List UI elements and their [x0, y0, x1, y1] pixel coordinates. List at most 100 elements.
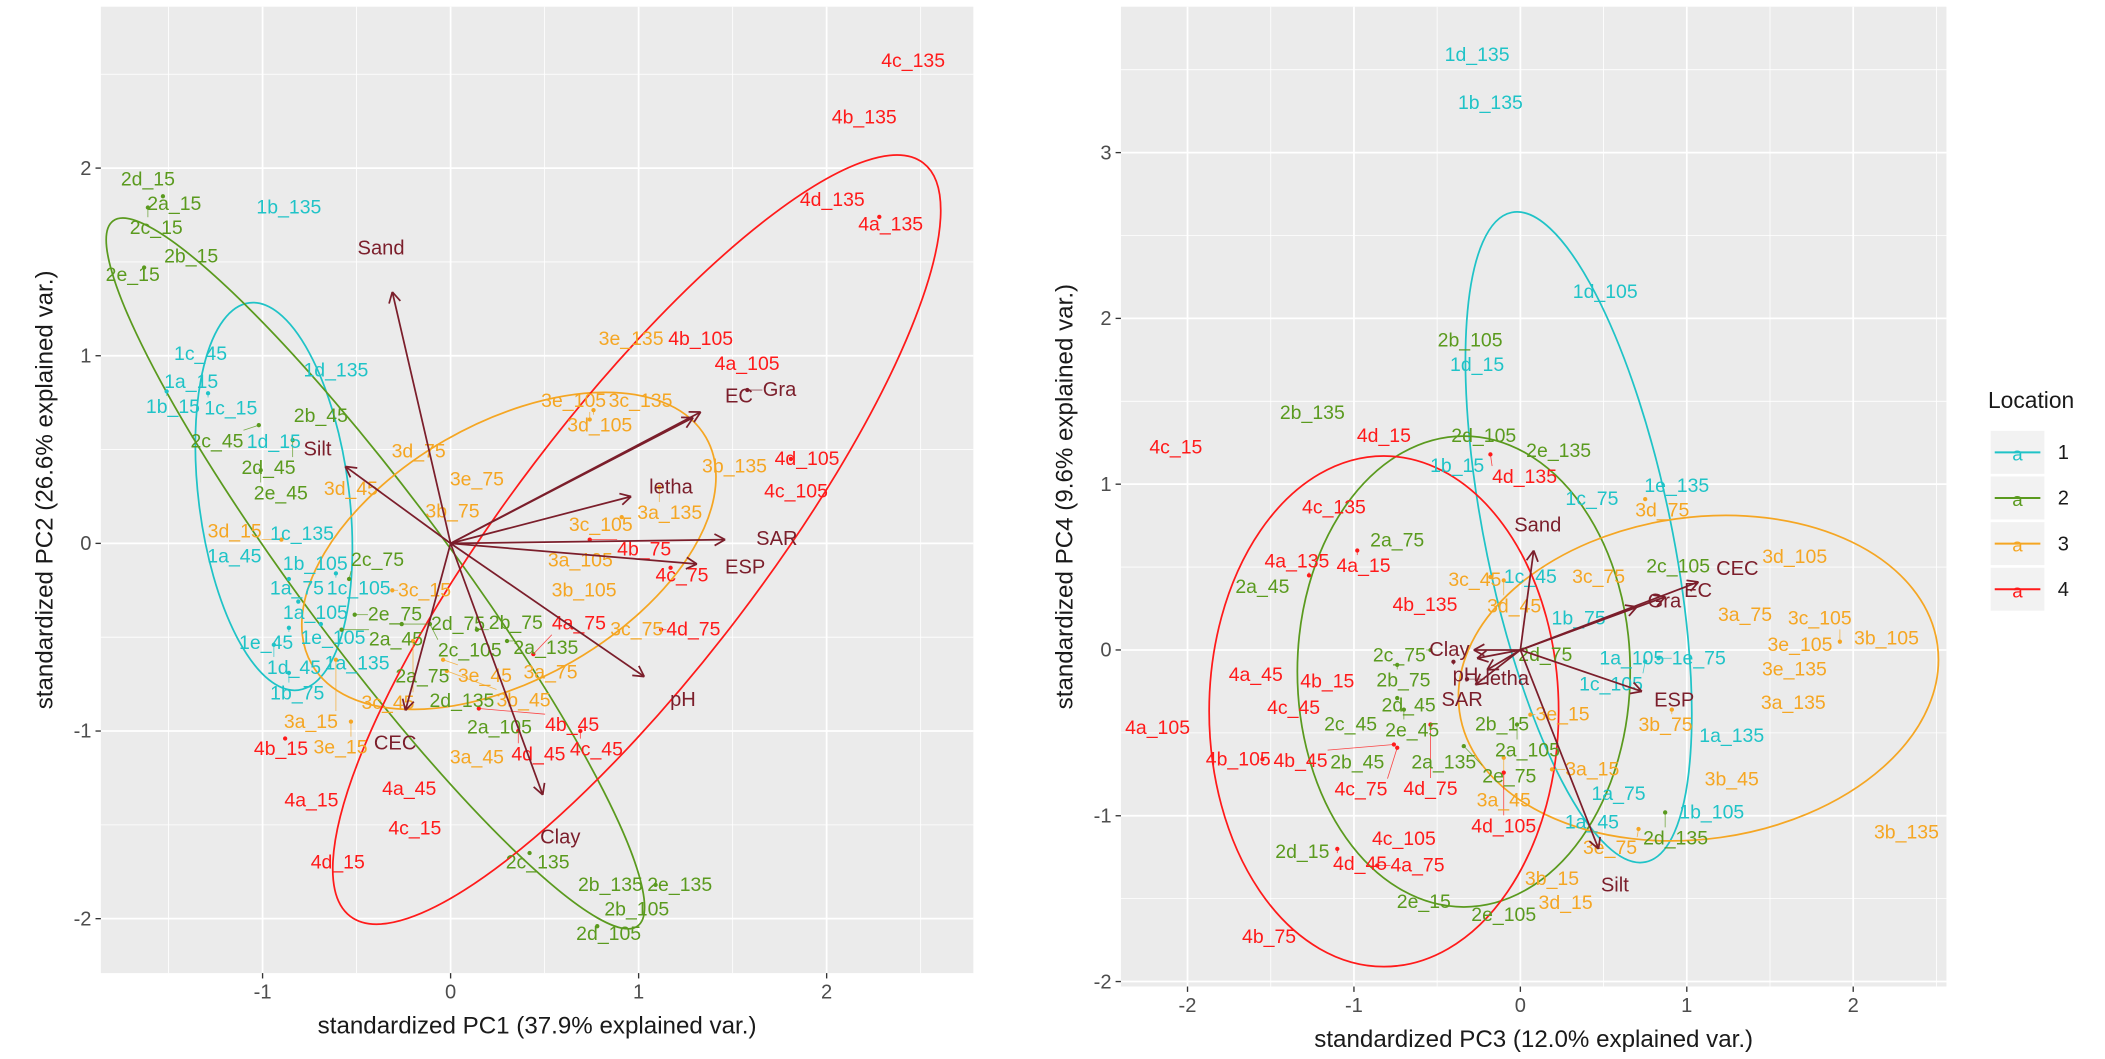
sample-point — [410, 638, 416, 644]
sample-point — [1488, 574, 1493, 580]
loading-arrow-ph — [450, 542, 645, 678]
sample-label-location-1: 1a_135 — [1699, 725, 1764, 747]
x-tick-label: -1 — [254, 982, 272, 1004]
sample-point — [504, 638, 510, 644]
sample-label-location-3: 3e_105 — [541, 390, 606, 412]
legend-label: 2 — [2058, 488, 2069, 510]
legend-label: 4 — [2058, 579, 2069, 601]
loading-label: Clay — [540, 827, 581, 849]
sample-point — [1528, 712, 1533, 717]
sample-point — [595, 924, 600, 929]
loading-arrow-sand — [391, 291, 452, 544]
sample-point — [346, 576, 352, 582]
loading-arrow-sar — [450, 538, 726, 545]
arrowhead — [1628, 606, 1638, 617]
legend-key-glyph: a — [2012, 489, 2023, 510]
arrowhead — [1476, 649, 1487, 659]
sample-label-location-3: 3b_45 — [1705, 768, 1759, 790]
y-tick-label: -1 — [74, 721, 92, 743]
sample-label-location-4: 4a_45 — [1229, 664, 1283, 686]
sample-label-location-4: 4d_75 — [1403, 778, 1457, 800]
sample-label-location-1: 1b_75 — [1552, 607, 1606, 629]
sample-label-location-3: 3d_45 — [1487, 595, 1541, 617]
label-leader-line — [533, 634, 553, 655]
sample-point — [1395, 695, 1400, 701]
sample-label-location-2: 2a_105 — [467, 716, 532, 738]
sample-point — [578, 728, 583, 734]
loading-label: ESP — [1654, 690, 1694, 712]
label-leader-line — [1327, 744, 1394, 751]
arrowhead — [401, 698, 407, 711]
sample-label-location-1: 1e_105 — [300, 627, 365, 649]
sample-label-location-2: 2a_75 — [395, 666, 449, 688]
sample-label-location-1: 1a_75 — [270, 577, 324, 599]
sample-point — [290, 438, 295, 443]
sample-label-location-3: 3b_105 — [552, 579, 617, 601]
legend-title: Location — [1988, 387, 2074, 413]
arrowhead — [1532, 550, 1539, 563]
label-leader-line — [243, 424, 259, 431]
loading-arrow-cec — [404, 543, 452, 711]
sample-label-location-4: 4d_45 — [1333, 853, 1387, 875]
sample-label-location-2: 2e_75 — [368, 604, 422, 626]
confidence-ellipse-location-4 — [1208, 455, 1560, 968]
sample-label-location-2: 2b_75 — [1376, 669, 1430, 691]
sample-label-location-1: 1c_135 — [270, 523, 334, 545]
x-tick-label: 0 — [445, 982, 456, 1004]
sample-label-location-4: 4b_45 — [545, 714, 599, 736]
sample-label-location-4: 4a_105 — [1125, 717, 1190, 739]
sample-label-location-4: 4c_45 — [570, 739, 623, 761]
legend-label: 3 — [2058, 533, 2069, 555]
plot-background — [1120, 6, 1947, 987]
confidence-ellipse-location-3 — [1457, 514, 1940, 842]
arrowhead — [533, 786, 544, 796]
label-leader-line — [429, 623, 439, 640]
sample-label-location-2: 2b_15 — [164, 245, 218, 267]
sample-label-location-1: 1c_105 — [327, 578, 391, 600]
y-axis-title: standardized PC2 (26.6% explained var.) — [32, 270, 59, 709]
arrowhead — [685, 563, 698, 570]
sample-label-location-1: 1c_75 — [1565, 488, 1618, 510]
arrowhead — [1474, 673, 1482, 686]
sample-label-location-2: 2e_105 — [1471, 904, 1536, 926]
sample-label-location-3: 3d_105 — [567, 415, 632, 437]
arrowhead — [404, 701, 415, 711]
sample-point — [788, 456, 794, 462]
sample-point — [1260, 757, 1265, 762]
sample-label-location-3: 3b_135 — [1874, 821, 1939, 843]
legend: Location a 1a 2a 3a 4 — [1988, 387, 2074, 611]
sample-label-location-4: 4c_105 — [1372, 828, 1436, 850]
y-tick-label: 2 — [1100, 308, 1111, 330]
sample-label-location-1: 1b_105 — [283, 553, 348, 575]
sample-label-location-1: 1c_15 — [204, 397, 257, 419]
sample-label-location-2: 2c_75 — [1373, 645, 1426, 667]
labels: Sand Silt EC Gra letha SAR ESP pH CEC Clay 1b_135 1… — [106, 50, 945, 945]
loading-label: ESP — [725, 557, 765, 579]
arrowhead — [686, 556, 698, 565]
loading-label: CEC — [1716, 558, 1759, 580]
loading-arrow-letha — [450, 495, 632, 545]
sample-point — [587, 417, 592, 422]
legend-key-glyph: a — [2012, 535, 2023, 556]
loading-label: letha — [1485, 668, 1529, 690]
sample-label-location-3: 3e_15 — [313, 737, 367, 759]
loading-arrow-gra — [450, 411, 702, 545]
sample-point — [444, 668, 449, 674]
arrowhead — [541, 782, 546, 795]
sample-label-location-1: 1e_135 — [1644, 475, 1709, 497]
sample-label-location-3: 3d_45 — [324, 478, 378, 500]
sample-point — [1501, 770, 1506, 775]
sample-label-location-1: 1b_135 — [256, 196, 321, 218]
label-leader-line — [1387, 747, 1398, 779]
arrowhead — [619, 492, 632, 498]
loading-arrow-gra — [1520, 606, 1638, 651]
arrowhead — [1476, 657, 1489, 663]
sample-label-location-4: 4b_75 — [1242, 926, 1296, 948]
sample-label-location-4: 4a_15 — [284, 789, 338, 811]
arrowhead — [391, 291, 402, 302]
sample-label-location-3: 3a_135 — [637, 502, 702, 524]
sample-label-location-1: 1a_45 — [1565, 811, 1619, 833]
y-tick-label: 3 — [1100, 142, 1111, 164]
sample-label-location-3: 3c_105 — [1788, 607, 1852, 629]
sample-point — [333, 657, 339, 662]
